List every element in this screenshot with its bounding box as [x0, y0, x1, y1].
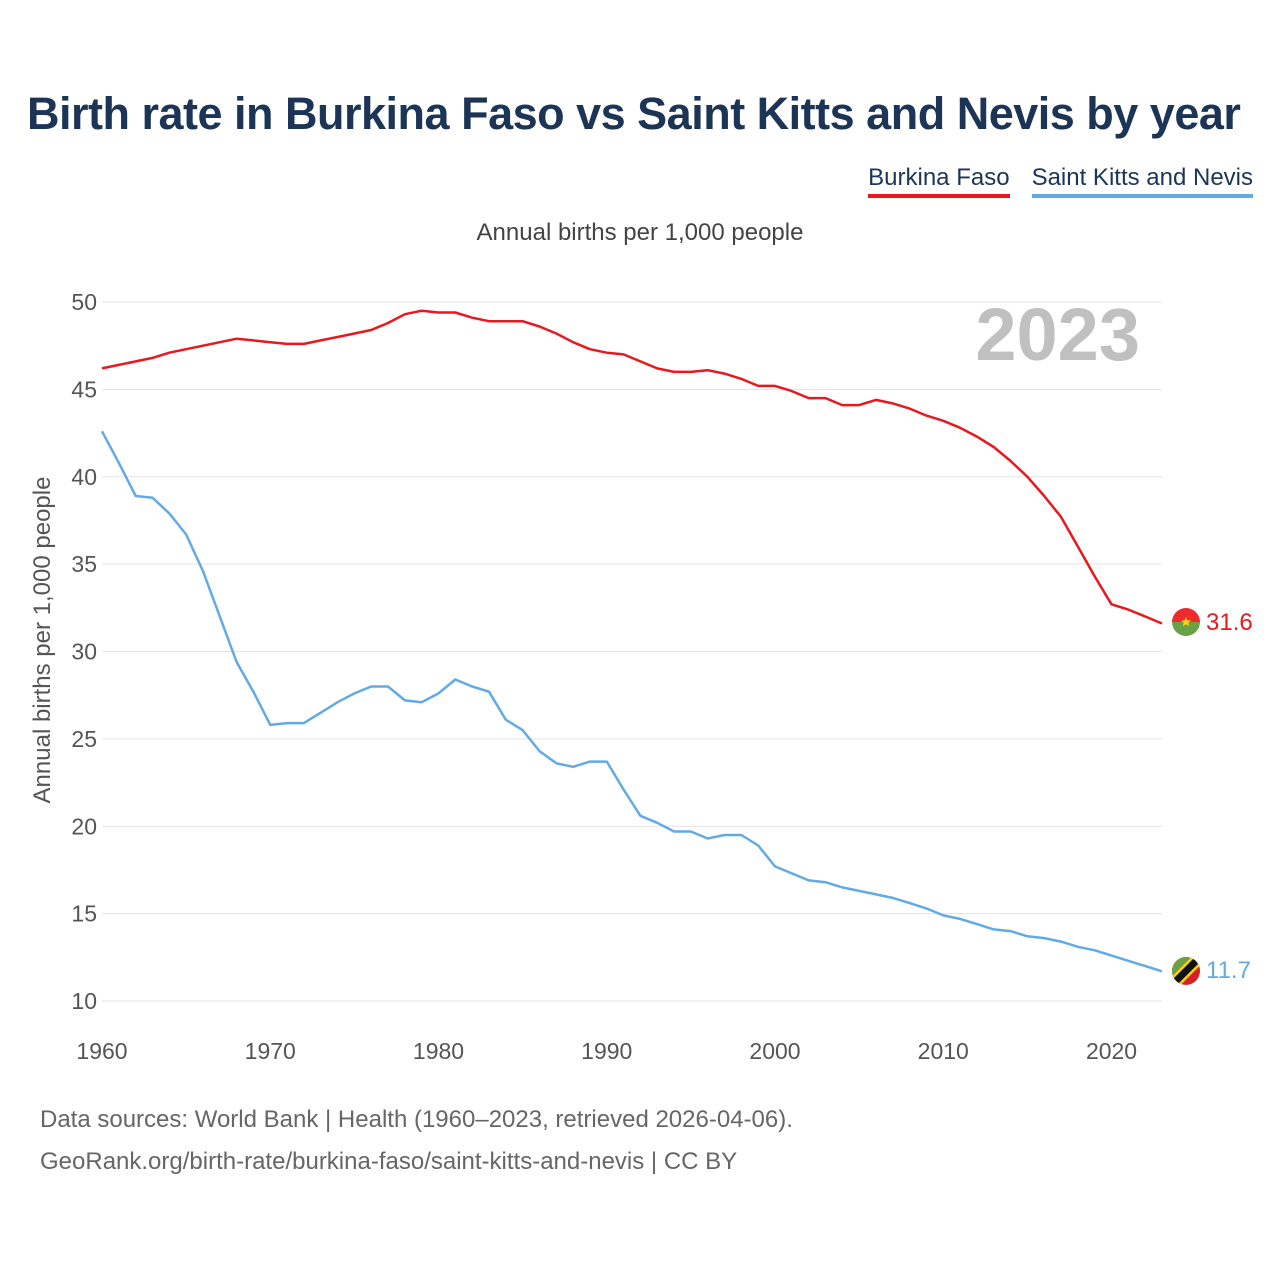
- line-chart: Annual births per 1,000 people Annual bi…: [29, 219, 1253, 1064]
- x-tick-label: 2000: [749, 1038, 800, 1064]
- saint-kitts-and-nevis-flag-icon: [1172, 957, 1200, 985]
- y-tick-label: 40: [71, 464, 97, 490]
- end-label-saint-kitts-and-nevis: 11.7: [1206, 957, 1251, 984]
- attribution-text: GeoRank.org/birth-rate/burkina-faso/sain…: [40, 1148, 738, 1175]
- series-line-burkina-faso: [101, 309, 1163, 625]
- series-line-saint-kitts-and-nevis: [100, 430, 1163, 973]
- legend-item-saint-kitts-and-nevis[interactable]: Saint Kitts and Nevis: [1031, 164, 1253, 198]
- year-watermark: 2023: [975, 293, 1140, 376]
- x-tick-label: 2010: [918, 1038, 969, 1064]
- y-tick-label: 35: [71, 551, 97, 577]
- data-source-text: Data sources: World Bank | Health (1960–…: [40, 1106, 793, 1133]
- x-tick-label: 1960: [76, 1038, 127, 1064]
- x-tick-label: 2020: [1086, 1038, 1137, 1064]
- legend: Burkina Faso Saint Kitts and Nevis: [868, 164, 1253, 198]
- x-tick-label: 1980: [413, 1038, 464, 1064]
- x-tick-label: 1990: [581, 1038, 632, 1064]
- y-tick-label: 15: [71, 901, 97, 927]
- y-tick-label: 30: [71, 639, 97, 665]
- chart-subtitle: Annual births per 1,000 people: [477, 219, 804, 246]
- y-axis-label: Annual births per 1,000 people: [29, 477, 56, 804]
- burkina-faso-flag-icon: [1172, 608, 1200, 636]
- end-label-burkina-faso: 31.6: [1206, 609, 1253, 636]
- x-axis-ticks: 1960 1970 1980 1990 2000 2010 2020: [76, 1038, 1137, 1064]
- legend-item-burkina-faso[interactable]: Burkina Faso: [868, 164, 1010, 198]
- chart-title: Birth rate in Burkina Faso vs Saint Kitt…: [27, 88, 1241, 139]
- x-tick-label: 1970: [245, 1038, 296, 1064]
- y-tick-label: 20: [71, 813, 97, 839]
- gridlines: [102, 301, 1162, 1002]
- y-tick-label: 10: [71, 988, 97, 1014]
- y-tick-label: 50: [71, 289, 97, 315]
- y-tick-label: 45: [71, 376, 97, 402]
- y-axis-ticks: 10 15 20 25 30 35 40 45 50: [71, 289, 97, 1014]
- y-tick-label: 25: [71, 726, 97, 752]
